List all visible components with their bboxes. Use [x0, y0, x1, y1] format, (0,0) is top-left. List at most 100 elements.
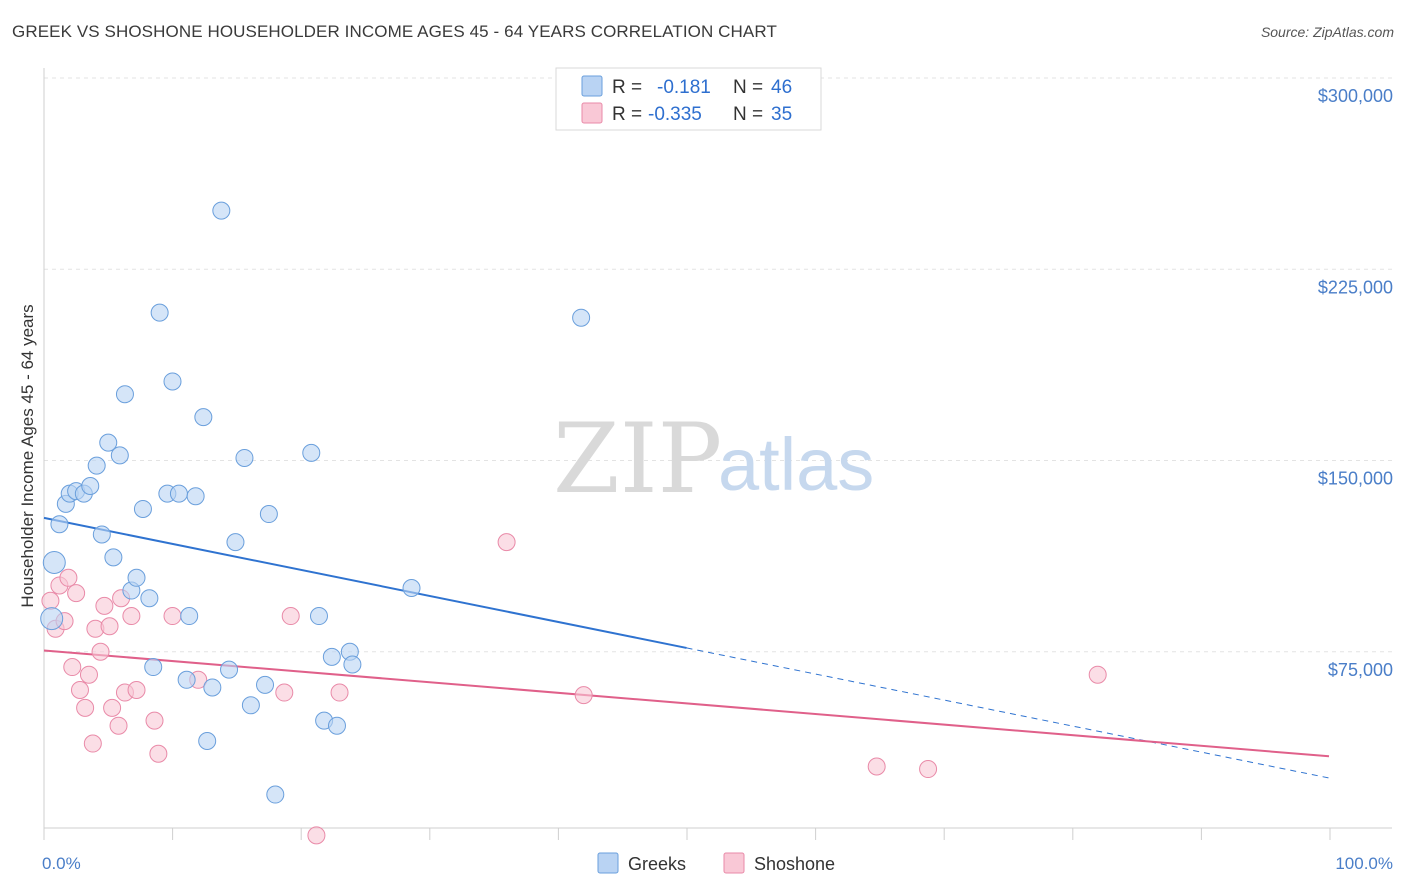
greeks-swatch [581, 75, 603, 97]
greeks-point [50, 515, 69, 534]
shoshone-r-value: -0.335 [648, 104, 702, 125]
y-tick-label: $225,000 [1318, 277, 1393, 297]
axes [43, 68, 1392, 829]
greeks-point [127, 568, 146, 587]
y-tick-labels: $75,000 $150,000 $225,000 $300,000 [1318, 86, 1393, 680]
greeks-point [92, 525, 111, 544]
shoshone-r-label: R = [612, 104, 642, 125]
shoshone-point [122, 607, 141, 626]
stats-legend: R = -0.181 N = 46 R = -0.335 N = 35 [555, 67, 822, 131]
chart-title: GREEK VS SHOSHONE HOUSEHOLDER INCOME AGE… [12, 22, 777, 41]
series-legend: Greeks Shoshone [597, 852, 835, 874]
legend-greeks-label: Greeks [628, 854, 686, 874]
greeks-point [266, 785, 285, 804]
greeks-point [133, 499, 152, 518]
greeks-point [241, 696, 260, 715]
x-tick-label-max: 100.0% [1335, 854, 1393, 873]
greeks-point [104, 548, 123, 567]
shoshone-point [109, 716, 128, 735]
x-tick-marks [43, 828, 1331, 840]
shoshone-point [91, 642, 110, 661]
greeks-point [180, 607, 199, 626]
greeks-point [302, 443, 321, 462]
greeks-n-label: N = [733, 77, 763, 98]
watermark-atlas: atlas [718, 423, 874, 506]
shoshone-point [63, 658, 82, 677]
greeks-point [194, 408, 213, 427]
shoshone-point [497, 533, 516, 552]
greeks-point [402, 579, 421, 597]
greeks-point [256, 675, 275, 694]
grid-lines [44, 77, 1392, 653]
greeks-point [322, 647, 341, 666]
shoshone-point [41, 591, 60, 610]
data-points [40, 201, 1107, 845]
greeks-point [198, 732, 217, 750]
greeks-point [186, 487, 205, 506]
shoshone-point [307, 826, 326, 845]
greeks-point [226, 533, 245, 552]
greeks-point [177, 670, 196, 689]
greeks-point [140, 589, 159, 608]
greeks-point [309, 607, 328, 626]
y-axis-label: Householder Income Ages 45 - 64 years [18, 304, 37, 607]
greeks-trendline [43, 516, 687, 649]
shoshone-point [67, 584, 86, 603]
greeks-point [87, 456, 106, 475]
watermark: ZIP atlas [553, 403, 874, 515]
trendlines [43, 516, 1330, 779]
legend-greeks-swatch [597, 852, 619, 874]
shoshone-point [163, 607, 182, 626]
shoshone-point [79, 665, 98, 684]
shoshone-point [919, 760, 938, 779]
x-tick-label-min: 0.0% [42, 854, 81, 873]
shoshone-point [149, 744, 168, 763]
greeks-point [220, 660, 239, 679]
legend-shoshone-swatch [723, 852, 745, 874]
shoshone-point [330, 683, 349, 702]
greeks-point [115, 385, 134, 404]
shoshone-point [281, 607, 300, 626]
shoshone-point [867, 757, 886, 776]
greeks-trendline-extension [686, 647, 1330, 779]
greeks-n-value: 46 [771, 77, 792, 98]
shoshone-point [574, 686, 593, 705]
greeks-point [212, 201, 231, 220]
shoshone-n-value: 35 [771, 104, 792, 125]
shoshone-point [100, 617, 119, 636]
shoshone-point [1088, 665, 1107, 684]
greeks-point [81, 477, 100, 495]
y-tick-label: $75,000 [1328, 660, 1393, 680]
greeks-point [150, 303, 169, 322]
shoshone-point [275, 683, 294, 702]
watermark-zip: ZIP [553, 403, 722, 515]
greeks-point [572, 308, 591, 327]
shoshone-point [83, 734, 102, 753]
y-tick-label: $300,000 [1318, 86, 1393, 106]
greeks-r-value: -0.181 [657, 77, 711, 98]
greeks-point [203, 678, 222, 697]
greeks-point [235, 448, 254, 467]
legend-shoshone-label: Shoshone [754, 854, 835, 874]
greeks-point [99, 433, 118, 452]
shoshone-point [127, 681, 146, 699]
shoshone-point [145, 711, 164, 730]
greeks-point [163, 372, 182, 391]
greeks-point [40, 607, 64, 631]
shoshone-point [76, 698, 95, 717]
greeks-point [169, 484, 188, 503]
shoshone-point [95, 596, 114, 615]
shoshone-point [59, 568, 78, 587]
greeks-point [327, 716, 346, 735]
greeks-point [343, 655, 362, 674]
y-tick-label: $150,000 [1318, 469, 1393, 489]
shoshone-trendline [43, 649, 1330, 758]
greeks-point [42, 551, 66, 574]
shoshone-point [70, 681, 89, 699]
shoshone-point [103, 698, 122, 717]
shoshone-n-label: N = [733, 104, 763, 125]
shoshone-swatch [581, 102, 603, 124]
greeks-point [110, 446, 129, 465]
greeks-r-label: R = [612, 77, 642, 98]
